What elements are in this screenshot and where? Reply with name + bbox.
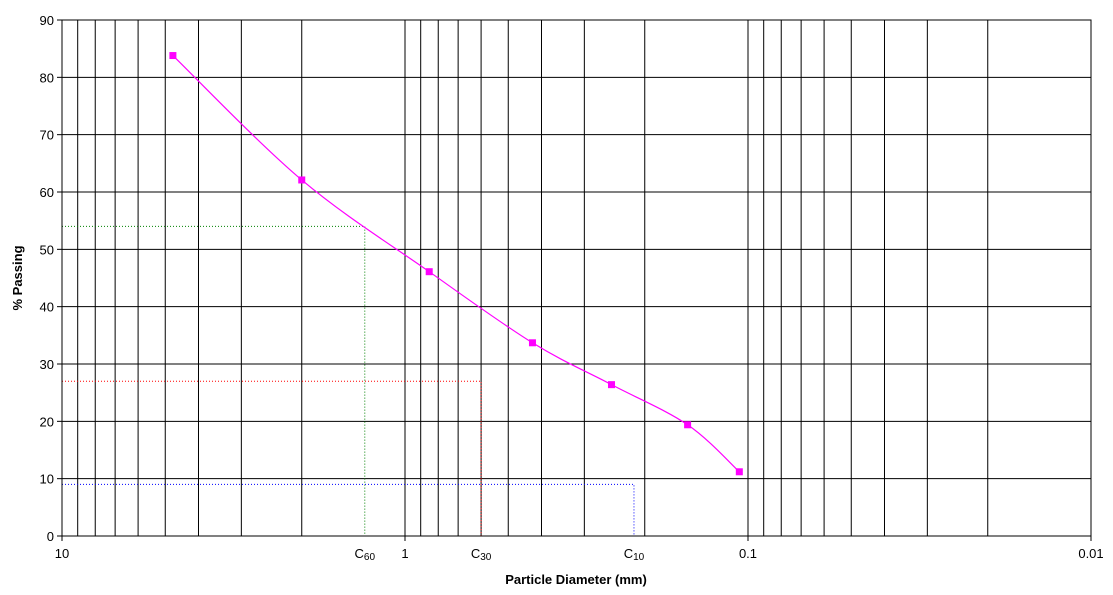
x-tick-label: 0.1 bbox=[739, 546, 757, 561]
x-tick-label: 0.01 bbox=[1078, 546, 1103, 561]
series bbox=[169, 52, 743, 476]
x-tick-label: 10 bbox=[55, 546, 69, 561]
series-line bbox=[172, 55, 740, 473]
y-axis-title: % Passing bbox=[10, 245, 25, 310]
data-point bbox=[608, 381, 616, 389]
x-axis-title: Particle Diameter (mm) bbox=[505, 572, 647, 587]
y-tick-label: 40 bbox=[40, 300, 54, 315]
x-tick-label: 1 bbox=[401, 546, 408, 561]
y-tick-label: 30 bbox=[40, 357, 54, 372]
y-tick-label: 70 bbox=[40, 128, 54, 143]
plot-area bbox=[62, 20, 1091, 536]
data-point bbox=[528, 339, 536, 347]
x-axis-ticks: 10 1 0.1 0.01 bbox=[55, 536, 1104, 561]
c10-guide-line bbox=[62, 483, 635, 536]
grid bbox=[62, 20, 1091, 536]
y-axis-ticks: 0 10 20 30 40 50 60 70 80 90 bbox=[40, 13, 62, 544]
y-tick-label: 90 bbox=[40, 13, 54, 28]
coefficient-labels: C60 C30 C10 bbox=[355, 546, 645, 563]
data-point bbox=[425, 268, 433, 276]
plot-border bbox=[61, 19, 1092, 537]
y-tick-label: 10 bbox=[40, 472, 54, 487]
y-tick-label: 0 bbox=[47, 529, 54, 544]
y-tick-label: 20 bbox=[40, 414, 54, 429]
c10-label: C10 bbox=[624, 546, 645, 563]
c30-guide-line bbox=[62, 380, 482, 536]
data-point bbox=[735, 468, 743, 476]
coefficient-guide-lines bbox=[62, 225, 635, 536]
y-tick-label: 50 bbox=[40, 242, 54, 257]
data-point bbox=[298, 176, 306, 184]
y-tick-label: 60 bbox=[40, 185, 54, 200]
data-point bbox=[684, 421, 692, 429]
c60-label: C60 bbox=[355, 546, 376, 563]
data-point bbox=[169, 52, 177, 60]
y-tick-label: 80 bbox=[40, 70, 54, 85]
c30-label: C30 bbox=[471, 546, 492, 563]
